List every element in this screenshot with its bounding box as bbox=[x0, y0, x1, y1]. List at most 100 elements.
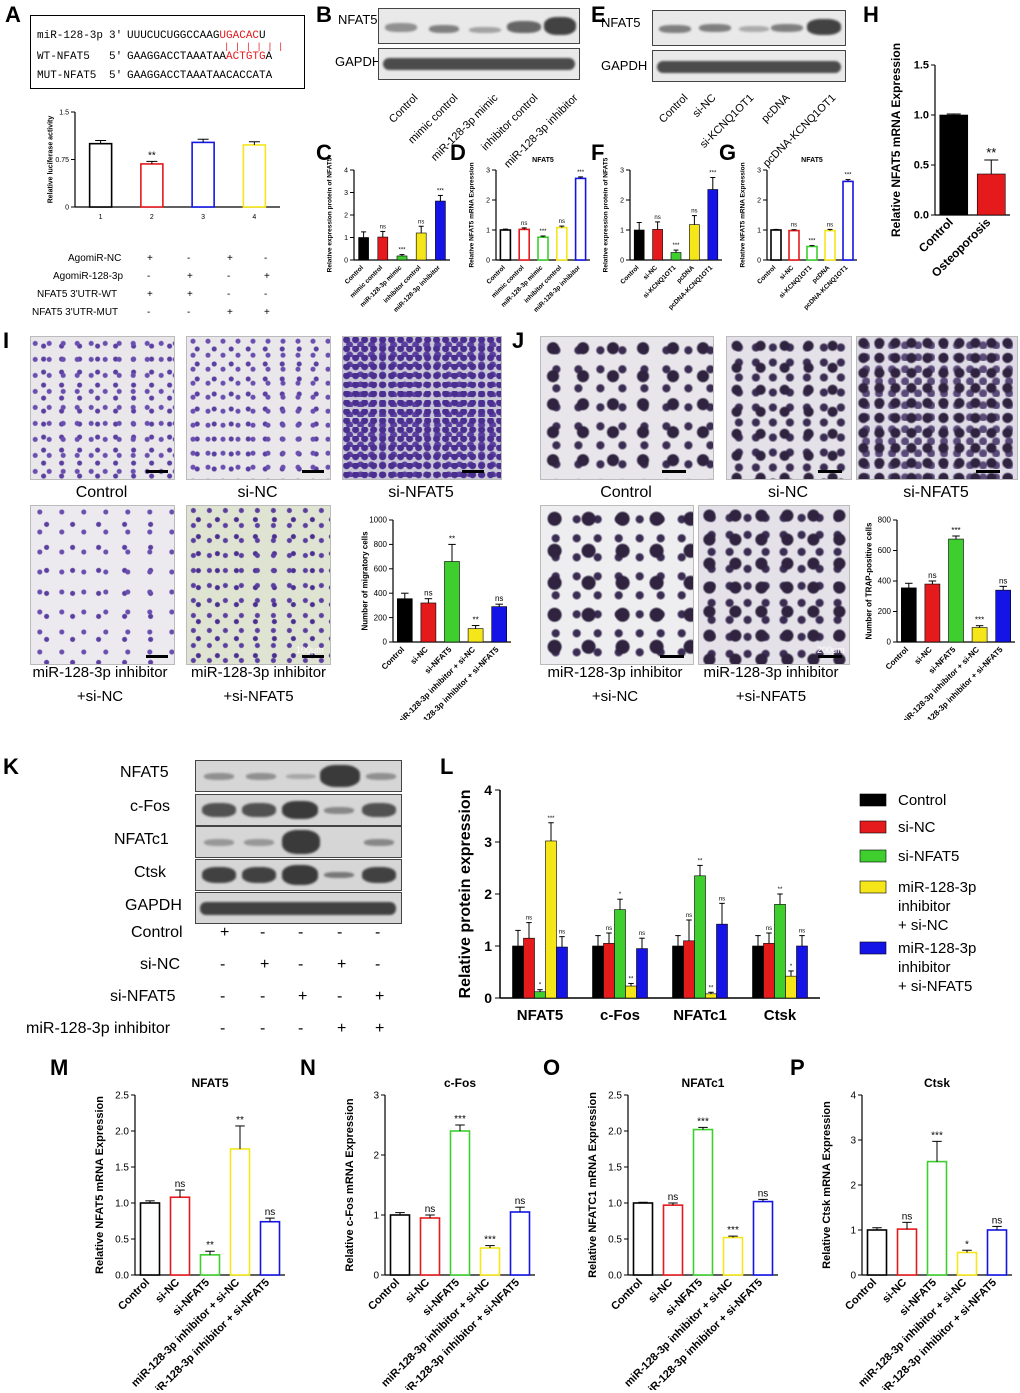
significance-label: ** bbox=[236, 1115, 244, 1126]
y-tick-label: 1.5 bbox=[914, 60, 929, 72]
y-tick-label: 0 bbox=[383, 638, 388, 647]
significance-label: ** bbox=[449, 534, 455, 543]
y-tick-label: 1.0 bbox=[914, 110, 929, 122]
bar bbox=[971, 627, 988, 643]
y-tick-label: 1000 bbox=[369, 516, 387, 525]
blot-b-gapdh bbox=[378, 48, 580, 80]
y-tick-label: 0.75 bbox=[55, 157, 69, 164]
y-tick-label: 3 bbox=[484, 834, 492, 850]
legend-label: miR-128-3p inhibitor + si-NFAT5 bbox=[898, 940, 976, 995]
blot-e-nfat5 bbox=[652, 10, 846, 46]
chart-title: NFAT5 bbox=[191, 1076, 228, 1090]
y-axis-label: Relative luciferase activity bbox=[48, 116, 55, 204]
panel-label-f: F bbox=[591, 140, 605, 165]
significance-label: ns bbox=[766, 926, 772, 932]
bar bbox=[523, 937, 535, 999]
significance-label: * bbox=[539, 983, 542, 989]
y-tick-label: 0.5 bbox=[914, 160, 929, 172]
y-axis-label: Relative Ctsk mRNA Expression bbox=[821, 1101, 833, 1269]
bar bbox=[534, 991, 546, 999]
y-tick-label: 1.5 bbox=[115, 1162, 129, 1173]
blot-k-nfat5 bbox=[195, 760, 402, 792]
significance-label: ns bbox=[799, 929, 805, 935]
y-tick-label: 0.5 bbox=[115, 1234, 129, 1245]
x-tick-label: Control bbox=[619, 264, 640, 285]
bar bbox=[900, 587, 917, 643]
y-axis-label: Number of TRAP-positive cells bbox=[864, 522, 873, 639]
blot-b-nfat5 bbox=[378, 8, 580, 44]
bar bbox=[633, 229, 645, 261]
y-axis-label: Relative NFAT5 mRNA Expression bbox=[740, 162, 747, 267]
y-tick-label: 4 bbox=[344, 167, 348, 174]
y-tick-label: 0 bbox=[486, 257, 490, 264]
panel-label-a: A bbox=[5, 2, 21, 27]
table-row: AgomiR-NC + - + - bbox=[68, 253, 268, 264]
y-tick-label: 0.0 bbox=[608, 1270, 622, 1281]
significance-label: ns bbox=[418, 219, 424, 225]
y-tick-label: 1 bbox=[486, 227, 490, 234]
significance-label: ns bbox=[559, 930, 565, 936]
legend-swatch bbox=[859, 849, 887, 863]
y-tick-label: 2 bbox=[757, 197, 761, 204]
panel-label-e: E bbox=[591, 2, 606, 27]
significance-label: ns bbox=[639, 931, 645, 937]
y-tick-label: 800 bbox=[374, 540, 388, 549]
panel-label-k: K bbox=[3, 754, 19, 779]
bar bbox=[88, 142, 113, 208]
bar bbox=[259, 1220, 281, 1276]
y-tick-label: 0 bbox=[850, 1270, 856, 1281]
bar bbox=[556, 226, 568, 261]
significance-label: ns bbox=[928, 571, 936, 580]
legend-swatch bbox=[859, 941, 887, 955]
significance-label: ns bbox=[175, 1179, 186, 1190]
y-axis-label: Number of migratory cells bbox=[360, 531, 369, 631]
chart-a: 0 0.75 1.5 Relative luciferase activity 1 ** 2… bbox=[48, 109, 280, 221]
blot-k-label: GAPDH bbox=[125, 897, 182, 914]
micrograph-caption: miR-128-3p inhibitor bbox=[190, 664, 327, 681]
bar bbox=[377, 236, 389, 261]
blot-k-gapdh bbox=[195, 892, 402, 924]
bar bbox=[199, 1254, 221, 1276]
x-tick-label: si-NC bbox=[409, 645, 430, 666]
significance-label: *** bbox=[727, 1225, 739, 1236]
significance-label: *** bbox=[951, 526, 960, 535]
y-tick-label: 4 bbox=[484, 782, 492, 798]
micrograph-subcaption: +si-NC bbox=[76, 688, 124, 705]
micrograph-j-si-nc bbox=[726, 336, 852, 480]
chart-g: NFAT5 0 1 2 3 Relative NFAT5 mRNA Expression C… bbox=[740, 157, 857, 311]
significance-label: *** bbox=[697, 1116, 709, 1127]
blot-k-label: NFAT5 bbox=[120, 764, 169, 781]
scale-bar bbox=[660, 655, 684, 658]
y-tick-label: 2 bbox=[373, 1150, 379, 1161]
y-axis-label: Relative NFAT5 mRNA Expression bbox=[94, 1096, 106, 1274]
bar bbox=[435, 200, 446, 261]
significance-label: ns bbox=[827, 222, 833, 228]
y-tick-label: 2.0 bbox=[115, 1126, 129, 1137]
micrograph-caption: miR-128-3p inhibitor bbox=[32, 664, 168, 681]
scale-bar bbox=[146, 470, 168, 473]
significance-label: *** bbox=[398, 248, 406, 254]
scale-bar bbox=[818, 655, 842, 658]
micrograph-caption: Control bbox=[600, 484, 652, 501]
table-row: Control + - - - - bbox=[131, 924, 381, 941]
bar bbox=[976, 173, 1006, 216]
significance-label: ns bbox=[424, 589, 432, 598]
bar bbox=[139, 1202, 161, 1276]
y-axis-label: Relative NFATC1 mRNA Expression bbox=[587, 1092, 599, 1278]
blot-k-label: c-Fos bbox=[130, 798, 170, 815]
y-tick-label: 1 bbox=[373, 1210, 379, 1221]
bar bbox=[415, 232, 427, 261]
y-axis-label: Relative NFAT5 mRNA Expression bbox=[889, 43, 903, 237]
significance-label: *** bbox=[539, 229, 547, 235]
significance-label: ns bbox=[999, 576, 1007, 585]
significance-label: * bbox=[965, 1239, 969, 1250]
x-tick-label: NFATc1 bbox=[673, 1007, 727, 1024]
chart-o: NFATc1 0.0 0.5 1.0 1.5 2.0 2.5 Relative NFATC1 … bbox=[587, 1076, 778, 1390]
x-tick-label: Control bbox=[843, 1277, 879, 1313]
bar bbox=[722, 1236, 744, 1276]
bar bbox=[509, 1211, 531, 1276]
legend-label-line: si-NC bbox=[898, 819, 936, 836]
significance-label: *** bbox=[547, 816, 555, 822]
x-tick-label: Ctsk bbox=[764, 1007, 797, 1024]
bar bbox=[420, 602, 437, 643]
